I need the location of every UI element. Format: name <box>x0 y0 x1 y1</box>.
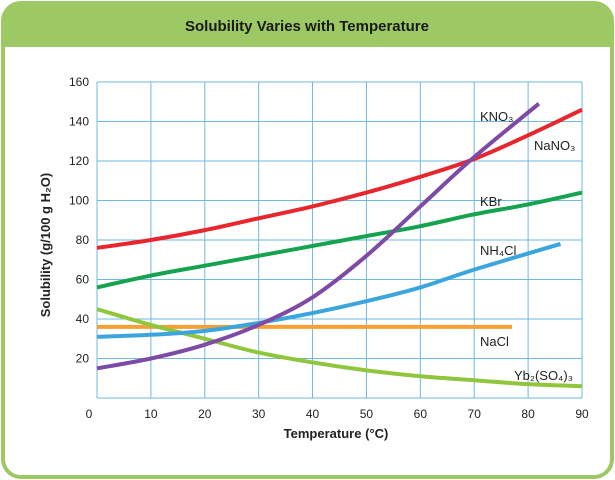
x-tick-label: 90 <box>575 407 589 421</box>
chart-title: Solubility Varies with Temperature <box>185 18 429 35</box>
series-label-kbr: KBr <box>480 194 502 209</box>
series-line-kno- <box>96 102 541 371</box>
y-tick-label: 80 <box>76 233 90 247</box>
y-tick-label: 140 <box>69 115 89 129</box>
x-tick-label: 70 <box>468 407 482 421</box>
series-label-kno3: KNO₃ <box>480 109 513 124</box>
y-tick-label: 20 <box>76 352 90 366</box>
y-tick-label: 60 <box>76 273 90 287</box>
tick-layer: 0 10 20 30 40 50 60 70 80 90 20 40 60 80 100 120 140 160 <box>69 75 589 421</box>
series-label-nano3: NaNO₃ <box>534 138 575 153</box>
x-tick-label: 0 <box>86 407 93 421</box>
x-tick-label: 30 <box>252 407 266 421</box>
y-tick-label: 160 <box>69 75 89 89</box>
series-line-nano- <box>96 107 583 250</box>
series-label-nh4cl: NH₄Cl <box>480 243 516 258</box>
series-line-nh-cl <box>96 242 562 339</box>
series-label-yb2so43: Yb₂(SO₄)₃ <box>514 368 573 383</box>
x-axis-title: Temperature (°C) <box>284 426 389 441</box>
y-tick-label: 100 <box>69 194 89 208</box>
series-labels: KNO₃ NaNO₃ KBr NH₄Cl NaCl Yb₂(SO₄)₃ <box>480 109 575 383</box>
title-bar <box>3 3 612 47</box>
x-tick-label: 20 <box>198 407 212 421</box>
series-line-kbr <box>96 190 583 290</box>
y-tick-label: 120 <box>69 154 89 168</box>
x-tick-label: 40 <box>306 407 320 421</box>
series-label-nacl: NaCl <box>480 334 509 349</box>
series-layer <box>96 102 583 389</box>
y-axis-title: Solubility (g/100 g H₂O) <box>38 173 53 317</box>
y-tick-label: 40 <box>76 312 90 326</box>
x-tick-label: 80 <box>521 407 535 421</box>
x-tick-label: 60 <box>414 407 428 421</box>
x-tick-label: 50 <box>360 407 374 421</box>
x-tick-label: 10 <box>144 407 158 421</box>
